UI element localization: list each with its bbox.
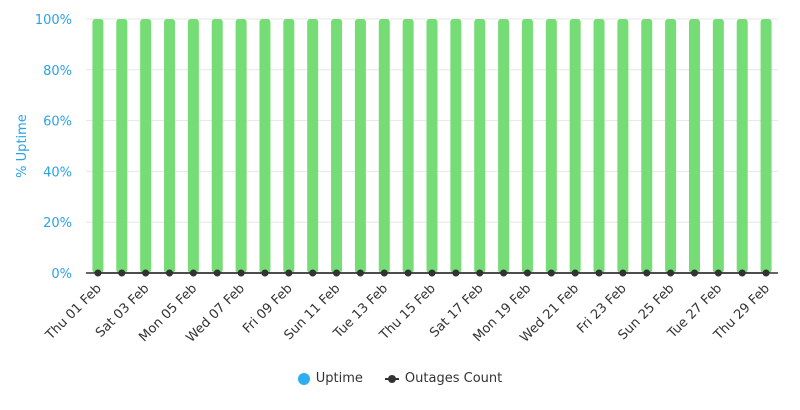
outages-point [94, 269, 102, 277]
outages-point [237, 269, 245, 277]
uptime-bar [92, 19, 104, 273]
uptime-bar [259, 19, 271, 273]
uptime-bar [688, 19, 700, 273]
uptime-legend-marker [297, 372, 310, 385]
uptime-bar [498, 19, 510, 273]
uptime-bar [545, 19, 557, 273]
outages-point [619, 269, 627, 277]
y-tick-label: 100% [35, 13, 72, 28]
outages-point [500, 269, 508, 277]
legend-label-uptime: Uptime [315, 371, 363, 386]
y-tick-label: 60% [43, 115, 72, 130]
uptime-bar [760, 19, 772, 273]
outages-point [380, 269, 388, 277]
y-tick-label: 0% [51, 267, 72, 282]
uptime-bar [521, 19, 533, 273]
uptime-bar [378, 19, 390, 273]
outages-point [690, 269, 698, 277]
outages-point [571, 269, 579, 277]
outages-point [118, 269, 126, 277]
outages-point [261, 269, 269, 277]
uptime-bar [235, 19, 247, 273]
outages-point [404, 269, 412, 277]
uptime-bar [641, 19, 653, 273]
outages-point [476, 269, 484, 277]
uptime-bar [402, 19, 414, 273]
uptime-bar [283, 19, 295, 273]
uptime-bar [307, 19, 319, 273]
outages-point [738, 269, 746, 277]
outages-point [213, 269, 221, 277]
outages-point [142, 269, 150, 277]
y-axis-title: % Uptime [15, 114, 30, 178]
uptime-bar [450, 19, 462, 273]
outages-point [333, 269, 341, 277]
outages-point [428, 269, 436, 277]
uptime-bar [164, 19, 176, 273]
outages-point [643, 269, 651, 277]
uptime-bar [211, 19, 223, 273]
uptime-bar [426, 19, 438, 273]
uptime-bar [116, 19, 128, 273]
y-tick-label: 40% [43, 165, 72, 180]
outages-point [667, 269, 675, 277]
uptime-bar [736, 19, 748, 273]
outages-point [547, 269, 555, 277]
legend-item-outages[interactable]: Outages Count [384, 371, 503, 386]
legend-item-uptime[interactable]: Uptime [297, 371, 363, 386]
uptime-bar [140, 19, 152, 273]
outages-point [189, 269, 197, 277]
outages-point [595, 269, 603, 277]
outages-point [714, 269, 722, 277]
uptime-bar [712, 19, 724, 273]
uptime-bar [187, 19, 199, 273]
y-tick-label: 20% [43, 216, 72, 231]
legend-label-outages: Outages Count [404, 371, 503, 386]
chart-legend: Uptime Outages Count [0, 371, 800, 386]
uptime-bar [665, 19, 677, 273]
outages-point [523, 269, 531, 277]
outages-point [166, 269, 174, 277]
y-tick-label: 80% [43, 64, 72, 79]
uptime-bar [569, 19, 581, 273]
uptime-bar [474, 19, 486, 273]
outages-point [309, 269, 317, 277]
outages-point [285, 269, 293, 277]
x-tick-label: Thu 01 Feb [42, 281, 104, 343]
uptime-bar [617, 19, 629, 273]
uptime-bar [354, 19, 366, 273]
uptime-bar [331, 19, 343, 273]
uptime-bar [593, 19, 605, 273]
outages-point [356, 269, 364, 277]
outages-point [762, 269, 770, 277]
outages-legend-marker [384, 373, 399, 385]
outages-point [452, 269, 460, 277]
